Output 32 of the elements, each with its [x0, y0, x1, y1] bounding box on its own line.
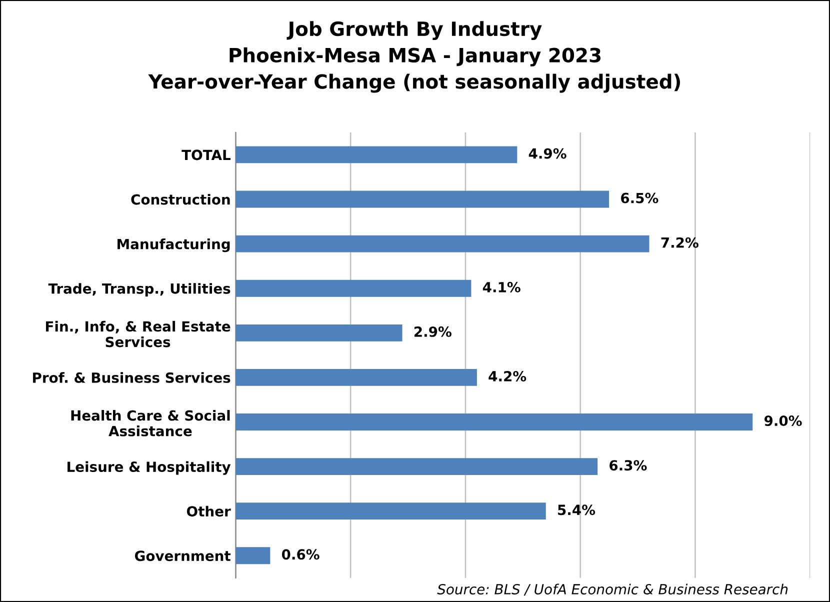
chart-title: Job Growth By Industry Phoenix-Mesa MSA - January 2023 Year-over-Year Change (not seasonally adjusted) [148, 21, 680, 93]
data-label: 4.9% [528, 148, 566, 159]
bar [236, 235, 650, 252]
data-label: 6.5% [621, 192, 658, 204]
data-label: 9.0% [764, 416, 802, 426]
data-label: 2.9% [414, 326, 452, 337]
data-label: 0.6% [282, 549, 320, 560]
y-tick-label: Trade, Transp., Utilities [48, 283, 230, 297]
y-tick-label: Fin., Info, & Real Estate Services [46, 320, 230, 348]
y-tick-label: Leisure & Hospitality [68, 461, 231, 475]
bar [236, 458, 598, 476]
data-label: 6.3% [610, 460, 647, 471]
data-label: 4.1% [482, 282, 520, 292]
bar [236, 502, 546, 520]
bar [236, 324, 402, 342]
y-tick-label: Manufacturing [118, 238, 230, 252]
bar [236, 146, 518, 164]
y-tick-label: Other [186, 506, 231, 517]
source-note: Source: BLS / UofA Economic & Business Research [437, 584, 788, 596]
bar [236, 190, 610, 208]
y-tick-label: Government [134, 550, 231, 562]
bar [236, 280, 472, 297]
data-label: 5.4% [558, 504, 596, 516]
y-tick-label: Construction [131, 194, 230, 205]
data-label: 7.2% [661, 237, 698, 248]
data-label: 4.2% [488, 370, 526, 382]
y-tick-label: TOTAL [182, 150, 230, 160]
bar [236, 368, 477, 386]
y-tick-label: Prof. & Business Services [33, 372, 230, 383]
bar [236, 414, 753, 430]
bar [236, 547, 270, 564]
y-tick-label: Health Care & Social Assistance [71, 410, 230, 436]
